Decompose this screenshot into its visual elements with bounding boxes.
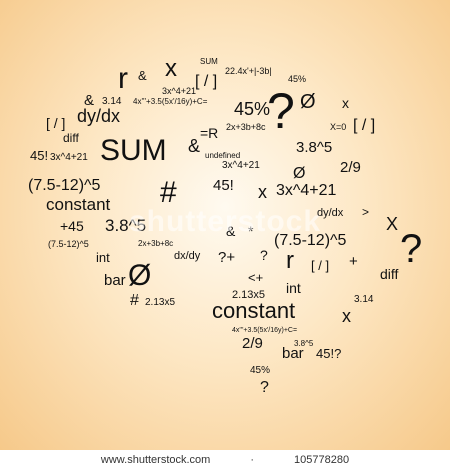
symbol: =R xyxy=(200,125,218,141)
symbol: 2x+3b+8c xyxy=(226,122,266,132)
symbol: 2/9 xyxy=(242,335,263,352)
symbol: ? xyxy=(260,247,268,263)
symbol: <+ xyxy=(248,270,263,285)
symbol: 3.8^5 xyxy=(296,139,332,156)
symbol: 3.8^5 xyxy=(294,339,314,348)
symbol: * xyxy=(248,223,254,239)
symbol: [ / ] xyxy=(353,117,375,134)
symbol: 2.13x5 xyxy=(145,297,175,308)
symbol: constant xyxy=(46,195,111,214)
symbol: SUM xyxy=(100,134,167,167)
footer-image-id: 105778280 xyxy=(294,454,350,466)
symbol: (7.5-12)^5 xyxy=(48,239,89,249)
symbol: > xyxy=(362,205,369,219)
symbol: X xyxy=(386,214,398,234)
symbol: Ø xyxy=(128,259,151,292)
symbol: [ / ] xyxy=(46,115,65,131)
symbol: 3.14 xyxy=(354,294,374,305)
symbol: SUM xyxy=(200,57,218,66)
symbol: 3x^4+21 xyxy=(222,160,260,171)
symbol: 45% xyxy=(250,365,270,376)
symbol: 45% xyxy=(234,99,270,119)
symbol: 4x'''+3.5(5x'/16y)+C= xyxy=(232,327,297,334)
illustration: SUM 22.4x'+|-3b| 45% r & x [ / ] 3x^4+21… xyxy=(0,0,450,450)
symbol: dy/dx xyxy=(317,207,344,219)
symbol: 3.14 xyxy=(102,96,122,107)
symbol: x xyxy=(258,182,267,202)
symbol: diff xyxy=(63,131,79,145)
symbol: ? xyxy=(267,83,295,139)
symbol: ?+ xyxy=(218,249,235,266)
symbol: dy/dx xyxy=(77,106,120,126)
symbol: Ø xyxy=(293,165,305,182)
symbol: 4x'''+3.5(5x'/16y)+C= xyxy=(133,97,208,106)
symbol: 2x+3b+8c xyxy=(138,239,173,248)
symbol: x xyxy=(342,306,351,326)
symbol: ? xyxy=(400,227,422,271)
symbol: & xyxy=(226,223,236,239)
symbol: X=0 xyxy=(330,122,346,132)
symbol: x xyxy=(165,55,177,82)
symbol: constant xyxy=(212,298,295,323)
symbol: r xyxy=(118,62,128,95)
symbol: 2.13x5 xyxy=(232,289,265,301)
symbol: 3x^4+21 xyxy=(276,182,337,199)
symbol: int xyxy=(96,250,110,265)
symbol: r xyxy=(286,247,294,274)
symbol: 45% xyxy=(288,74,306,84)
symbol: x xyxy=(342,95,349,111)
symbol: ? xyxy=(260,379,269,396)
symbol: & xyxy=(84,92,94,109)
symbol: # xyxy=(130,292,139,309)
footer-separator: · xyxy=(250,454,255,466)
symbol: # xyxy=(160,176,177,209)
symbol: undefined xyxy=(205,151,240,160)
symbol: (7.5-12)^5 xyxy=(28,177,101,194)
symbol: & xyxy=(188,136,200,156)
footer: www.shutterstock.com · 105778280 xyxy=(0,450,450,470)
symbol: 2/9 xyxy=(340,159,361,176)
symbol: (7.5-12)^5 xyxy=(274,232,347,249)
symbol: bar xyxy=(104,272,126,289)
footer-site[interactable]: www.shutterstock.com xyxy=(100,454,211,466)
symbol: Ø xyxy=(300,91,316,113)
symbol: 45! xyxy=(30,148,48,163)
brain-typography: SUM 22.4x'+|-3b| 45% r & x [ / ] 3x^4+21… xyxy=(28,55,422,396)
symbol: 3.8^5 xyxy=(105,216,146,235)
symbol: dx/dy xyxy=(174,250,201,262)
symbol: 45!? xyxy=(316,346,341,361)
symbol: 45! xyxy=(213,177,234,194)
symbol: +45 xyxy=(60,218,84,234)
symbol: 3x^4+21 xyxy=(162,86,196,96)
symbol: 3x^4+21 xyxy=(50,152,88,163)
symbol: & xyxy=(138,68,147,83)
symbol: [ / ] xyxy=(311,258,329,273)
symbol: diff xyxy=(380,266,399,282)
symbol: + xyxy=(349,253,358,270)
symbol: [ / ] xyxy=(195,73,217,90)
symbol: 22.4x'+|-3b| xyxy=(225,66,272,76)
symbol: int xyxy=(286,280,301,296)
symbol: bar xyxy=(282,345,304,362)
